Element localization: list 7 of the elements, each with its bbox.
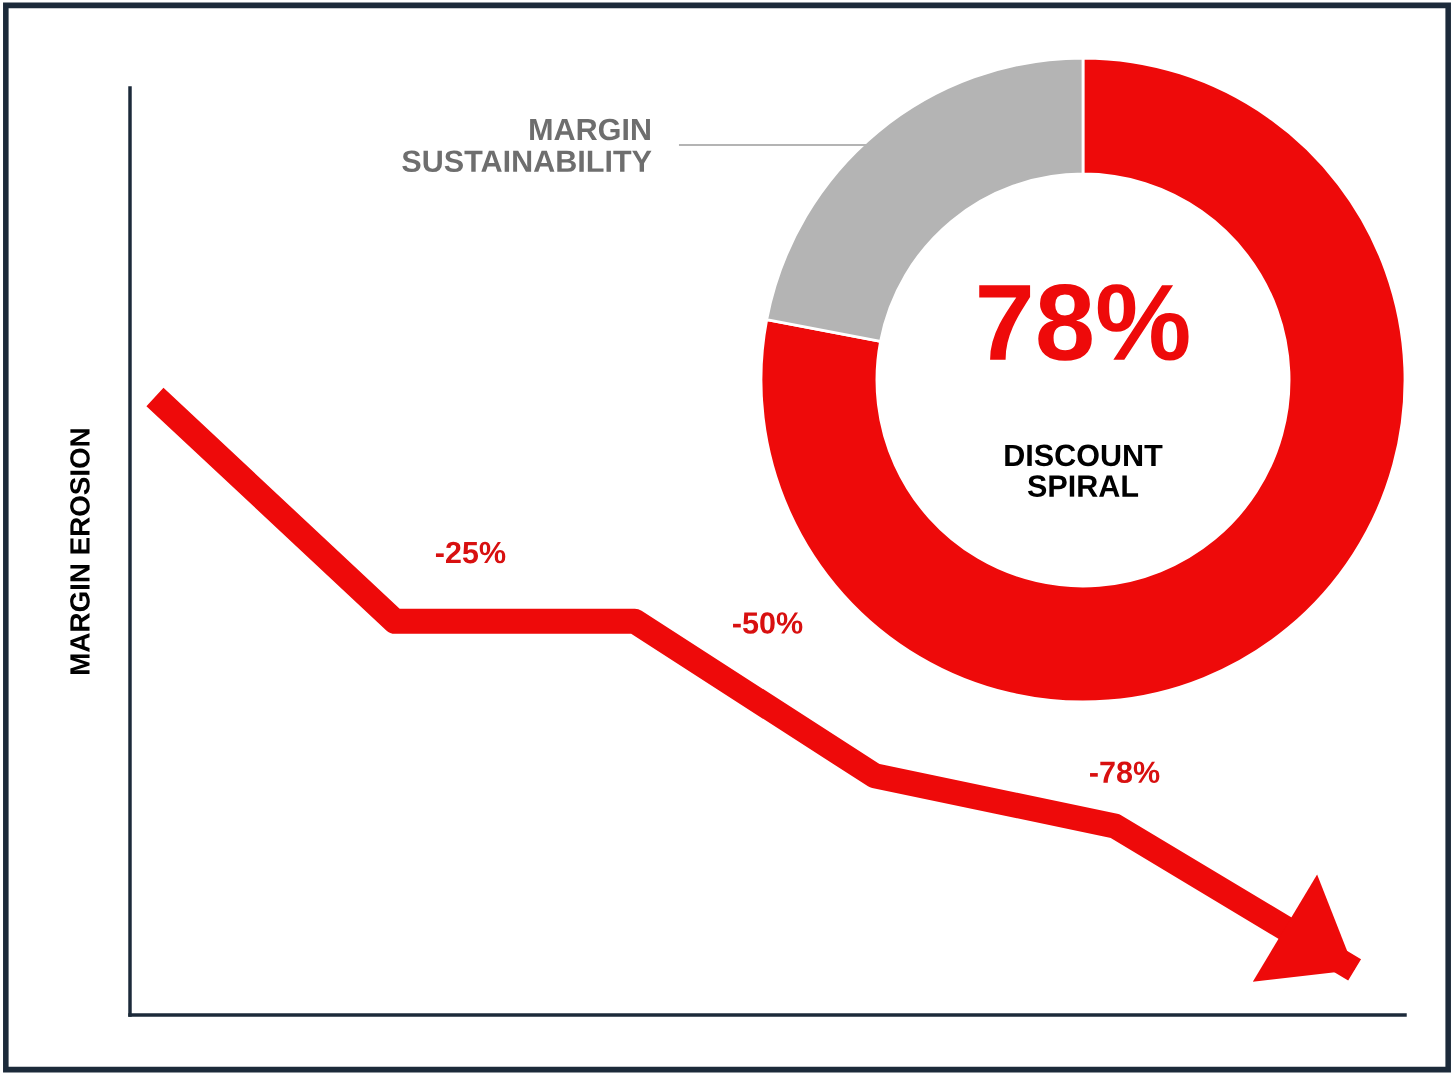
slice-label: DISCOUNT SPIRAL	[1005, 444, 1163, 497]
y-axis-title: MARGIN EROSION	[70, 429, 90, 674]
slice-label: MARGIN SUSTAINABILITY	[402, 118, 652, 173]
annotation: -50%	[733, 612, 803, 634]
annotation: -78%	[1090, 761, 1160, 784]
annotation: -25%	[435, 541, 506, 564]
data-label: 78%	[979, 284, 1189, 361]
